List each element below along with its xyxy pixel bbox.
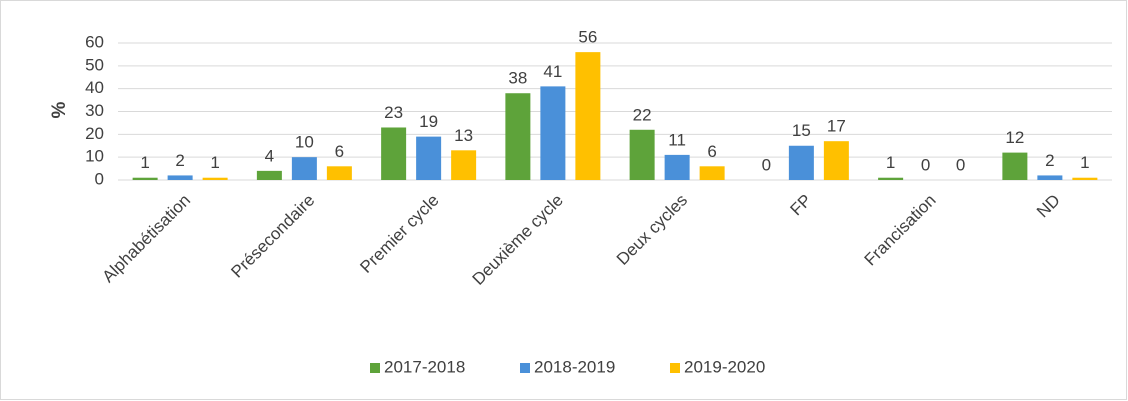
bar — [664, 154, 690, 180]
y-tick-label: 20 — [85, 124, 104, 143]
bar — [256, 170, 282, 180]
bar — [699, 166, 725, 180]
data-label: 38 — [508, 69, 527, 88]
data-label: 56 — [578, 28, 597, 47]
legend-swatch — [370, 363, 380, 373]
data-label: 12 — [1005, 128, 1024, 147]
bar — [1037, 175, 1063, 180]
data-label: 17 — [827, 117, 846, 136]
data-label: 13 — [454, 126, 473, 145]
y-axis-label: % — [49, 101, 70, 118]
data-label: 41 — [543, 62, 562, 81]
bar — [788, 145, 814, 180]
bar — [505, 93, 531, 180]
bar — [823, 141, 849, 180]
data-label: 10 — [295, 133, 314, 152]
data-label: 0 — [956, 155, 965, 174]
y-tick-label: 30 — [85, 101, 104, 120]
y-tick-label: 60 — [85, 32, 104, 51]
data-label: 1 — [886, 153, 895, 172]
data-label: 6 — [335, 142, 344, 161]
bar — [878, 177, 904, 180]
bar — [132, 177, 158, 180]
data-label: 1 — [210, 153, 219, 172]
y-tick-label: 50 — [85, 55, 104, 74]
data-label: 1 — [140, 153, 149, 172]
legend-swatch — [670, 363, 680, 373]
bar — [629, 129, 655, 180]
bar — [326, 166, 352, 180]
data-label: 0 — [762, 155, 771, 174]
bar — [1002, 152, 1028, 180]
data-label: 19 — [419, 112, 438, 131]
legend-label: 2019-2020 — [684, 357, 765, 376]
data-label: 4 — [265, 146, 274, 165]
legend-swatch — [520, 363, 530, 373]
data-label: 22 — [633, 105, 652, 124]
y-tick-label: 40 — [85, 78, 104, 97]
bar — [540, 86, 566, 180]
data-label: 15 — [792, 121, 811, 140]
data-label: 23 — [384, 103, 403, 122]
bar — [381, 127, 407, 180]
data-label: 0 — [921, 155, 930, 174]
bar — [202, 177, 228, 180]
data-label: 2 — [175, 151, 184, 170]
bar — [416, 136, 442, 180]
bar — [167, 175, 193, 180]
legend-label: 2018-2019 — [534, 357, 615, 376]
data-label: 11 — [668, 130, 686, 149]
data-label: 2 — [1045, 151, 1054, 170]
bar — [1072, 177, 1098, 180]
bar — [575, 52, 601, 181]
data-label: 1 — [1080, 153, 1089, 172]
data-label: 6 — [707, 142, 716, 161]
bar — [451, 150, 477, 180]
legend-label: 2017-2018 — [384, 357, 465, 376]
y-tick-label: 0 — [95, 169, 104, 188]
bar — [291, 157, 317, 180]
y-tick-label: 10 — [85, 147, 104, 166]
